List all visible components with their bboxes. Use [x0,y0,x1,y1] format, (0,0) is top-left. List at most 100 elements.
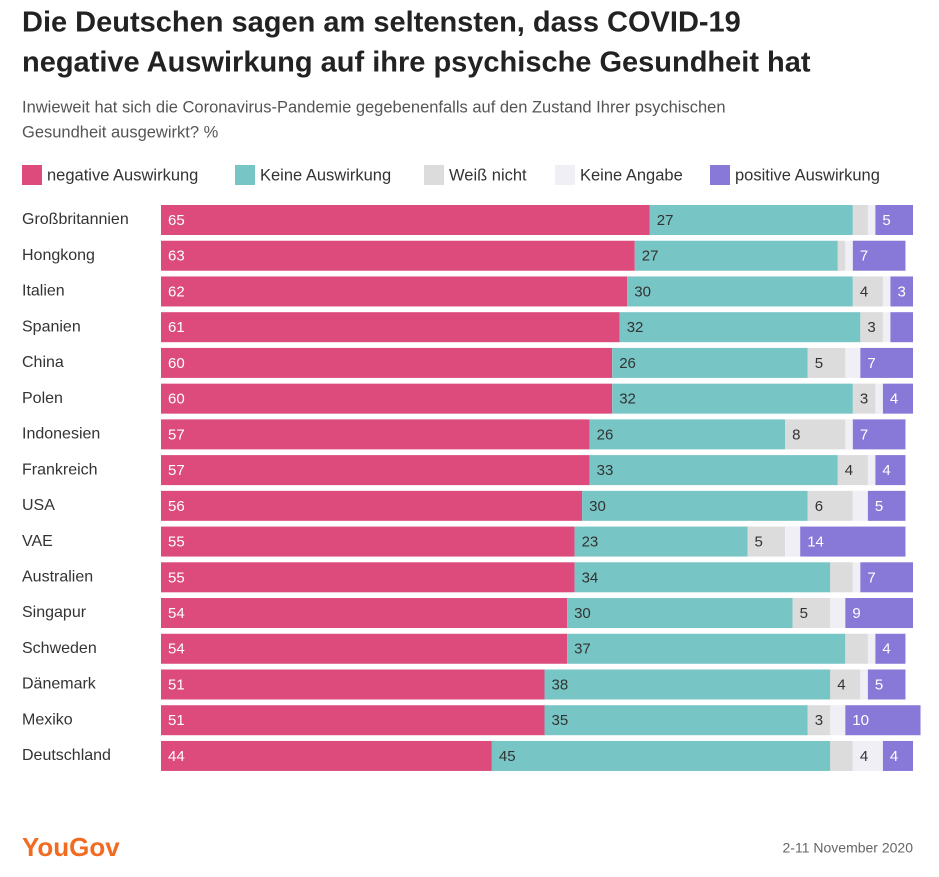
bar-segment [627,276,853,307]
bar-segment [852,383,876,414]
legend-label: positive Auswirkung [735,166,880,184]
y-tick-label: Großbritannien [22,211,129,228]
data-label: 5 [800,605,808,622]
bar-segment [830,598,846,629]
legend-swatch [424,165,444,185]
data-label: 35 [552,712,569,729]
bar-segment [845,419,853,450]
bar-segment [747,526,786,557]
data-label: 5 [875,498,883,515]
data-label: 6 [815,498,823,515]
bar-segment [567,633,846,664]
bar-segment [612,383,853,414]
bar-segment [875,455,906,486]
y-tick-label: Australien [22,569,93,586]
bar-segment [867,669,906,700]
bar-segment [852,240,906,271]
bar-segment [161,347,613,378]
data-label: 4 [882,641,890,658]
data-label: 3 [860,391,868,408]
subtitle: Inwieweit hat sich die Coronavirus-Pande… [22,98,726,116]
bar-segment [867,455,876,486]
data-label: 51 [168,712,185,729]
data-label: 4 [837,676,845,693]
data-label: 45 [499,748,516,765]
data-label: 3 [897,283,905,300]
y-tick-label: Frankreich [22,461,98,478]
bar-segment [161,276,628,307]
data-label: 55 [168,534,185,551]
bar-segment [852,740,883,771]
bar-segment [612,347,808,378]
bar-segment [161,740,492,771]
bar-segment [860,347,913,378]
legend-label: Keine Angabe [580,166,683,184]
bar-segment [875,633,906,664]
data-label: 23 [582,534,599,551]
bar-segment [852,490,868,521]
bar-segment [882,383,913,414]
bar-segment [890,276,913,307]
legend-label: Keine Auswirkung [260,166,391,184]
bar-segment [860,312,883,343]
y-tick-label: Spanien [22,318,81,335]
legend-swatch [235,165,255,185]
y-tick-label: Singapur [22,604,87,621]
data-label: 7 [867,569,875,586]
bar-segment [619,312,861,343]
data-label: 5 [882,212,890,229]
subtitle: Gesundheit ausgewirkt? % [22,123,219,141]
data-label: 26 [597,426,614,443]
data-label: 9 [852,605,860,622]
bar-segment [161,419,590,450]
bar-segment [649,205,853,235]
bar-segment [875,205,913,235]
data-label: 3 [867,319,875,336]
bar-segment [574,562,831,593]
legend-swatch [22,165,42,185]
y-tick-label: Italien [22,283,65,300]
data-label: 56 [168,498,185,515]
data-label: 55 [168,569,185,586]
date: 2-11 November 2020 [783,840,914,856]
data-label: 32 [627,319,644,336]
bar-segment [161,598,568,629]
data-label: 63 [168,248,185,265]
bar-segment [837,455,868,486]
bar-segment [589,419,786,450]
bar-segment [852,419,906,450]
y-tick-label: Indonesien [22,426,100,443]
data-label: 3 [815,712,823,729]
data-label: 33 [597,462,614,479]
legend-swatch [555,165,575,185]
bar-segment [161,205,650,235]
data-label: 54 [168,605,185,622]
bar-segment [830,669,861,700]
data-label: 4 [882,462,890,479]
bar-segment [867,205,876,235]
bar-segment [161,526,575,557]
data-label: 4 [860,283,868,300]
data-label: 7 [860,426,868,443]
bar-segment [567,598,793,629]
data-label: 5 [755,534,763,551]
chart-title: Die Deutschen sagen am seltensten, dass … [22,7,741,39]
bar-segment [852,276,883,307]
bar-segment [860,669,868,700]
legend-swatch [710,165,730,185]
bar-segment [867,490,906,521]
bar-segment [882,276,891,307]
data-label: 60 [168,355,185,372]
data-label: 10 [852,712,869,729]
bar-segment [845,240,853,271]
data-label: 32 [619,391,636,408]
bar-segment [161,240,635,271]
bar-segment [867,633,876,664]
bar-segment [161,669,545,700]
data-label: 30 [589,498,606,515]
bar-segment [161,312,620,343]
bar-segment [845,347,861,378]
y-tick-label: Hongkong [22,247,95,264]
data-label: 34 [582,569,599,586]
